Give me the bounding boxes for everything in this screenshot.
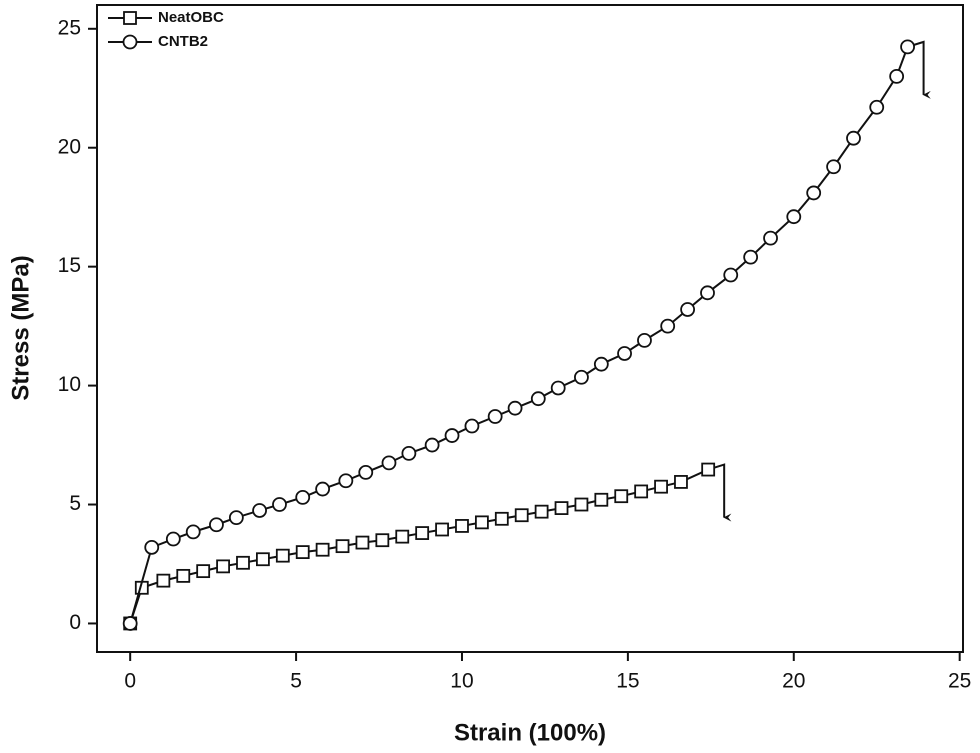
data-point [530,391,546,407]
data-point [275,548,290,563]
data-point [889,68,905,84]
data-point [144,539,160,555]
data-point [674,475,688,489]
x-tick-label: 0 [124,670,136,693]
data-point [574,369,589,385]
data-point [375,533,390,548]
y-tick-label: 5 [69,492,81,515]
x-tick-label: 10 [450,670,473,693]
data-point [156,573,171,588]
y-tick-label: 0 [69,611,81,634]
data-point [554,501,569,515]
data-point [846,130,861,146]
data-point [295,545,310,559]
data-point [209,517,224,533]
data-point [786,209,802,225]
data-point [634,484,649,499]
y-axis-label: Stress (MPa) [7,255,34,400]
data-point [196,564,211,579]
data-point [176,568,191,583]
data-point [444,428,460,443]
data-point [185,524,201,540]
data-point [680,302,696,317]
data-point [455,519,469,533]
y-tick-label: 20 [58,135,81,158]
data-point [654,479,668,494]
data-point [228,510,244,526]
data-point [660,318,676,334]
data-point [355,535,370,550]
data-point [335,539,350,554]
data-point [358,465,374,480]
data-point [507,400,523,416]
data-point [826,159,841,175]
data-point [594,492,609,507]
data-point [272,497,287,512]
data-point [424,437,440,453]
legend-label: CNTB2 [158,33,208,50]
data-point [723,267,739,283]
data-point [401,445,417,461]
legend-marker [123,11,137,25]
y-tick-label: 15 [58,254,81,277]
legend-marker [122,34,138,50]
data-point [315,542,330,557]
data-point [869,99,885,115]
data-point [637,332,652,348]
data-point [617,346,632,361]
data-point [295,489,311,505]
data-point [550,380,566,396]
x-tick-label: 15 [616,670,639,693]
x-axis-label: Strain (100%) [454,719,606,746]
data-point [574,497,589,512]
data-point [122,616,138,631]
series-line [129,46,909,624]
data-point [338,473,354,489]
x-tick-label: 25 [948,670,971,693]
data-point [534,504,549,519]
data-point [435,522,449,537]
data-point [236,555,250,570]
data-point [593,356,609,372]
data-point [700,285,715,301]
data-point [701,462,716,477]
y-tick-label: 10 [58,373,81,396]
data-point [494,511,509,526]
data-point [806,185,822,201]
data-point [315,481,331,497]
data-point [256,552,270,567]
plot-frame [96,4,964,653]
data-point [763,230,778,246]
data-point [743,249,759,265]
data-point [252,503,267,518]
x-tick-label: 5 [290,670,302,693]
data-point [474,515,489,530]
data-point [487,409,503,424]
data-point [415,526,430,540]
data-point [464,418,480,434]
data-point [900,39,915,55]
data-point [514,508,529,523]
data-point [165,531,181,547]
y-tick-label: 25 [58,16,81,39]
x-tick-label: 20 [782,670,805,693]
data-point [216,559,230,574]
data-point [381,455,397,471]
legend-label: NeatOBC [158,9,224,26]
data-point [614,489,629,504]
data-point [395,529,410,544]
